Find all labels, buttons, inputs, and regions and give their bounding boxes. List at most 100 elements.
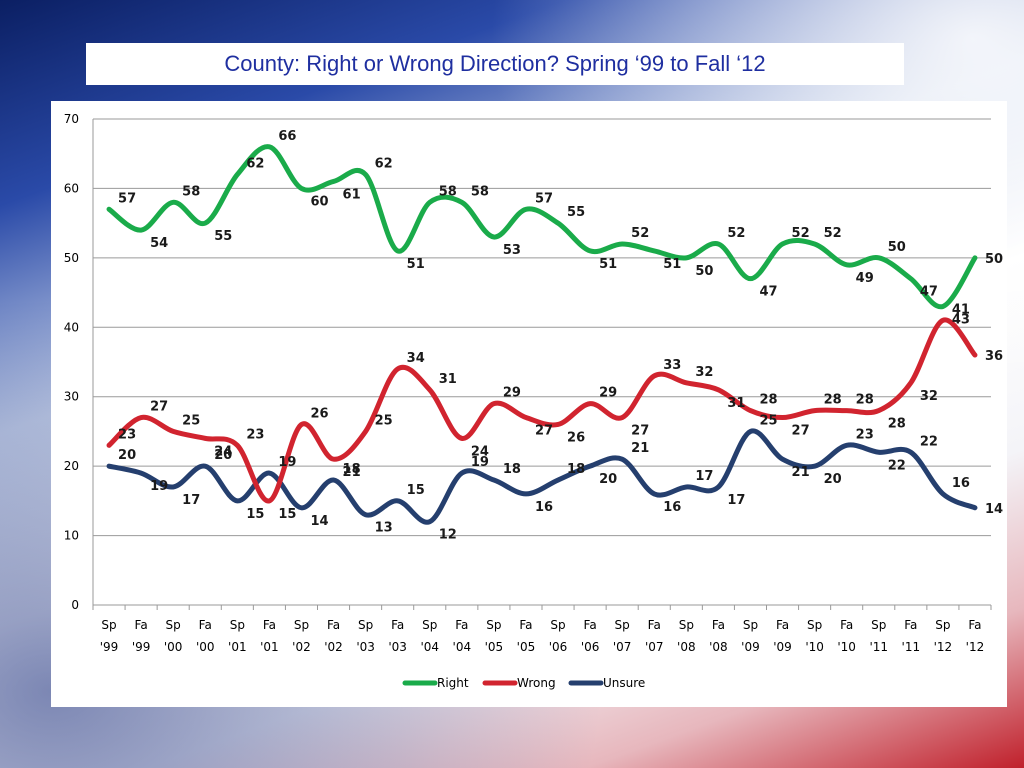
data-label-right: 58 (471, 184, 489, 199)
x-tick-label: '05 (485, 640, 504, 654)
data-label-right: 54 (150, 236, 168, 251)
y-tick-label: 50 (64, 251, 79, 265)
data-label-unsure: 16 (663, 500, 681, 515)
data-label-wrong: 23 (118, 427, 136, 442)
data-label-unsure: 22 (920, 434, 938, 449)
x-tick-label: Sp (743, 618, 758, 632)
x-tick-label: Fa (584, 618, 597, 632)
x-tick-label: '04 (453, 640, 472, 654)
data-label-right: 58 (182, 184, 200, 199)
data-label-right: 50 (888, 240, 906, 255)
x-tick-label: '00 (164, 640, 183, 654)
data-label-right: 47 (920, 285, 938, 300)
data-label-wrong: 29 (503, 386, 521, 401)
x-tick-label: Sp (679, 618, 694, 632)
data-label-unsure: 14 (310, 514, 328, 529)
data-label-unsure: 15 (246, 507, 264, 522)
line-chart: 0 10 20 30 40 50 60 70 Sp '99 Fa '99 Sp '00 Fa '00 Sp '01… (64, 112, 1003, 690)
data-label-unsure: 20 (118, 448, 136, 463)
x-tick-label: Fa (776, 618, 789, 632)
data-label-unsure: 16 (952, 476, 970, 491)
data-label-right: 57 (535, 191, 553, 206)
x-tick-label: Sp (807, 618, 822, 632)
x-tick-label: '06 (549, 640, 568, 654)
data-label-right: 61 (343, 187, 361, 202)
x-tick-label: Sp (550, 618, 565, 632)
data-label-wrong: 24 (214, 444, 232, 459)
data-label-wrong: 32 (920, 389, 938, 404)
data-label-unsure: 22 (888, 458, 906, 473)
y-tick-label: 20 (64, 459, 79, 473)
legend-label-right: Right (437, 676, 469, 690)
x-tick-label: '01 (228, 640, 247, 654)
data-label-unsure: 19 (150, 479, 168, 494)
x-tick-label: '12 (934, 640, 953, 654)
chart-panel: 0 10 20 30 40 50 60 70 Sp '99 Fa '99 Sp '00 Fa '00 Sp '01… (51, 101, 1007, 707)
data-label-unsure: 23 (856, 427, 874, 442)
data-label-wrong: 28 (856, 393, 874, 408)
x-tick-label: Fa (391, 618, 404, 632)
data-label-unsure: 18 (503, 462, 521, 477)
data-label-unsure: 19 (278, 455, 296, 470)
x-tick-label: Sp (486, 618, 501, 632)
data-label-wrong: 26 (567, 430, 585, 445)
data-label-wrong: 15 (278, 507, 296, 522)
data-label-unsure: 17 (182, 493, 200, 508)
x-tick-label: Sp (294, 618, 309, 632)
data-label-right: 55 (567, 205, 585, 220)
y-tick-label: 30 (64, 390, 79, 404)
data-label-wrong: 25 (182, 413, 200, 428)
x-tick-label: '07 (613, 640, 632, 654)
x-tick-label: Fa (648, 618, 661, 632)
data-label-wrong: 32 (695, 365, 713, 380)
x-tick-label: '07 (645, 640, 664, 654)
data-label-wrong: 27 (150, 400, 168, 415)
x-tick-label: '99 (100, 640, 119, 654)
x-tick-label: '08 (709, 640, 728, 654)
data-label-wrong: 28 (888, 417, 906, 432)
x-tick-label: Sp (935, 618, 950, 632)
data-label-right: 43 (952, 312, 970, 327)
title-banner: County: Right or Wrong Direction? Spring… (86, 43, 904, 85)
data-label-right: 62 (375, 157, 393, 172)
data-label-unsure: 20 (599, 472, 617, 487)
x-tick-label: Fa (327, 618, 340, 632)
y-tick-label: 60 (64, 181, 79, 195)
x-tick-label: Sp (358, 618, 373, 632)
data-label-right: 50 (695, 264, 713, 279)
x-tick-label: '08 (677, 640, 696, 654)
data-label-wrong: 21 (343, 465, 361, 480)
data-label-right: 52 (631, 226, 649, 241)
legend-label-wrong: Wrong (517, 676, 556, 690)
data-label-unsure: 21 (631, 441, 649, 456)
y-tick-label: 10 (64, 529, 79, 543)
x-tick-label: Fa (263, 618, 276, 632)
data-label-wrong: 26 (310, 406, 328, 421)
y-tick-label: 40 (64, 320, 79, 334)
data-label-right: 55 (214, 229, 232, 244)
x-tick-label: Sp (230, 618, 245, 632)
data-label-unsure: 20 (214, 448, 232, 463)
data-label-right: 50 (985, 252, 1003, 267)
x-tick-label: Fa (968, 618, 981, 632)
series-line-right (106, 144, 978, 310)
data-label-wrong: 27 (535, 424, 553, 439)
data-label-unsure: 18 (567, 462, 585, 477)
data-label-right: 51 (407, 257, 425, 272)
data-label-right: 52 (727, 226, 745, 241)
x-tick-label: '02 (324, 640, 343, 654)
x-tick-label: '09 (773, 640, 792, 654)
x-tick-label: Fa (455, 618, 468, 632)
data-label-unsure: 21 (792, 465, 810, 480)
data-label-unsure: 14 (985, 502, 1003, 517)
data-label-wrong: 41 (952, 302, 970, 317)
x-tick-label: '99 (132, 640, 151, 654)
x-tick-label: '12 (966, 640, 985, 654)
x-tick-label: Sp (871, 618, 886, 632)
data-label-wrong: 27 (792, 424, 810, 439)
x-tick-label: '03 (356, 640, 375, 654)
legend-label-unsure: Unsure (603, 676, 645, 690)
data-label-right: 47 (759, 285, 777, 300)
x-tick-label: '05 (517, 640, 536, 654)
x-tick-label: '02 (292, 640, 311, 654)
